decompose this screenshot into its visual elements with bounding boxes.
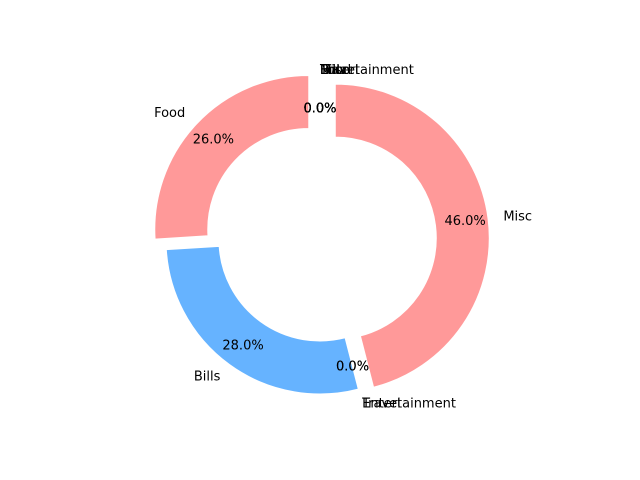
slices-group [154, 74, 490, 395]
slice-misc [334, 83, 490, 388]
slice-label-entertainment: Entertainment [362, 397, 456, 412]
slice-percent-bills: 28.0% [222, 338, 263, 353]
slice-percent-food: 26.0% [193, 132, 234, 147]
labels-group: Food 26.0% Bills 28.0% Entertainment 0.0% Trav… [154, 63, 532, 411]
slice-label-misc: Misc [503, 209, 532, 224]
slice-label-travel: Travel [319, 63, 359, 78]
slice-food [154, 74, 310, 240]
slice-label-food: Food [154, 106, 185, 121]
slice-label-travel: Travel [361, 397, 401, 412]
slice-percent-travel: 0.0% [303, 102, 336, 117]
slice-percent-bills: 0.0% [303, 102, 336, 117]
slice-bills [165, 245, 359, 395]
slice-percent-misc: 0.0% [303, 102, 336, 117]
slice-label-entertainment: Entertainment [320, 63, 414, 78]
slice-label-food: Food [320, 63, 351, 78]
slice-percent-misc: 46.0% [444, 214, 485, 229]
slice-label-misc: Misc [320, 63, 349, 78]
slice-percent-entertainment: 0.0% [336, 359, 369, 374]
slice-label-bills: Bills [194, 370, 221, 385]
slice-percent-entertainment: 0.0% [303, 102, 336, 117]
slice-percent-travel: 0.0% [336, 359, 369, 374]
slice-label-bills: Bills [320, 63, 347, 78]
slice-percent-food: 0.0% [303, 102, 336, 117]
